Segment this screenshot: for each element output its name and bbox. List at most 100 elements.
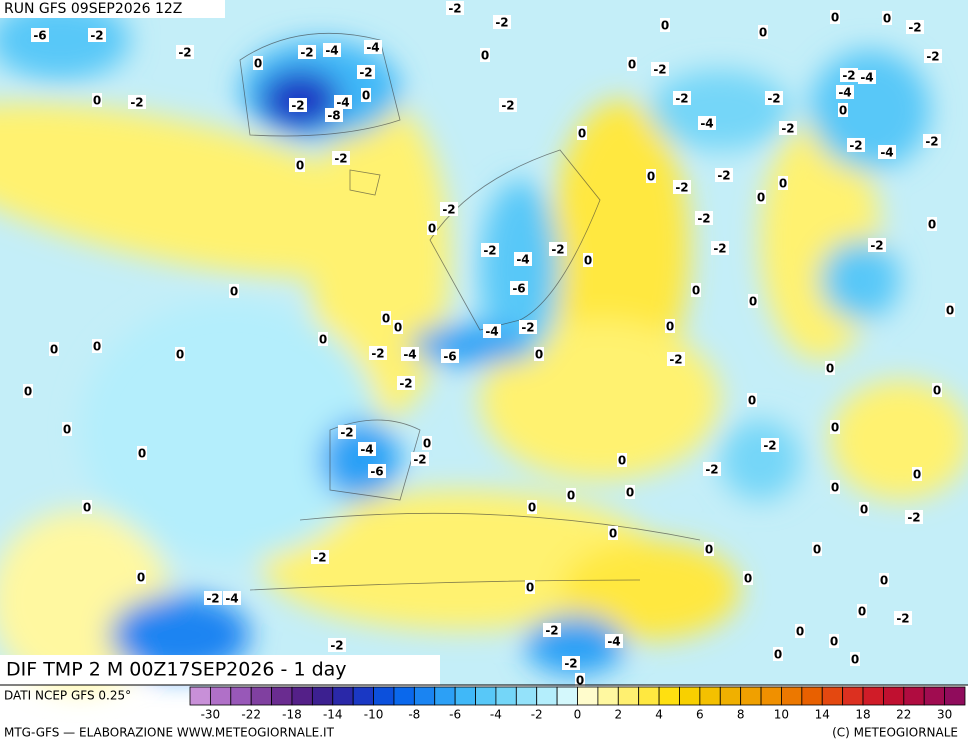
contour-label: 0 — [933, 384, 941, 398]
color-bar-tick: 22 — [896, 708, 911, 722]
label-bg — [82, 500, 92, 514]
label-bg — [422, 436, 432, 450]
contour-label: -2 — [675, 92, 688, 106]
label-bg — [253, 56, 263, 70]
run-label: RUN GFS 09SEP2026 12Z — [4, 1, 182, 17]
color-swatch — [393, 686, 415, 706]
contour-label: -6 — [33, 29, 46, 43]
label-bg — [514, 252, 532, 266]
color-bar-tick: 10 — [774, 708, 789, 722]
label-bg — [812, 542, 822, 556]
contour-label: -4 — [838, 86, 851, 100]
label-bg — [779, 121, 797, 135]
contour-label: 0 — [666, 320, 674, 334]
color-bar-tick: 4 — [655, 708, 663, 722]
contour-label: -4 — [485, 325, 498, 339]
label-bg — [651, 62, 669, 76]
label-bg — [882, 11, 892, 25]
contour-label: -2 — [442, 203, 455, 217]
contour-label: 0 — [230, 285, 238, 299]
label-bg — [859, 502, 869, 516]
contour-label: 0 — [526, 581, 534, 595]
contour-label: -2 — [675, 181, 688, 195]
label-bg — [338, 425, 356, 439]
contour-label: 0 — [362, 89, 370, 103]
contour-label: -2 — [501, 99, 514, 113]
label-bg — [92, 339, 102, 353]
color-swatch — [597, 686, 619, 706]
label-bg — [358, 442, 376, 456]
label-bg — [427, 221, 437, 235]
contour-label: 0 — [626, 486, 634, 500]
color-swatch — [189, 686, 211, 706]
contour-label: 0 — [93, 340, 101, 354]
footer-left: MTG-GFS — ELABORAZIONE WWW.METEOGIORNALE… — [4, 726, 335, 740]
contour-label: -4 — [325, 44, 338, 58]
color-swatch — [311, 686, 334, 706]
label-bg — [289, 98, 307, 112]
contour-label: -2 — [178, 46, 191, 60]
contour-label: 0 — [528, 501, 536, 515]
contour-label: -2 — [849, 139, 862, 153]
contour-label: 0 — [394, 321, 402, 335]
label-bg — [92, 93, 102, 107]
color-swatch — [617, 686, 640, 706]
contour-label: 0 — [705, 543, 713, 557]
map-title: DIF TMP 2 M 00Z17SEP2026 - 1 day — [6, 659, 347, 681]
label-bg — [411, 452, 429, 466]
color-bar-tick: -10 — [364, 708, 384, 722]
label-bg — [361, 88, 371, 102]
label-bg — [175, 347, 185, 361]
label-bg — [673, 91, 691, 105]
contour-label: 0 — [609, 527, 617, 541]
contour-label: -2 — [669, 353, 682, 367]
contour-label: -2 — [870, 239, 883, 253]
contour-label: -4 — [860, 71, 873, 85]
contour-label: -2 — [206, 592, 219, 606]
color-swatch — [577, 686, 599, 706]
contour-label: 0 — [50, 343, 58, 357]
contour-label: 0 — [423, 437, 431, 451]
contour-label: 0 — [826, 362, 834, 376]
color-bar-tick: -18 — [282, 708, 302, 722]
contour-label: 0 — [535, 348, 543, 362]
label-bg — [562, 656, 580, 670]
contour-label: 0 — [481, 49, 489, 63]
contour-label: 0 — [382, 312, 390, 326]
color-swatch — [352, 686, 374, 706]
contour-label: -2 — [896, 612, 909, 626]
label-bg — [401, 347, 419, 361]
contour-label: -4 — [516, 253, 529, 267]
color-swatch — [536, 686, 558, 706]
color-bar-tick: -2 — [531, 708, 543, 722]
label-bg — [761, 438, 779, 452]
label-bg — [927, 217, 937, 231]
contour-label: -2 — [340, 426, 353, 440]
color-bar: -30 -22 -18 -14 -10 -8 -6 -4 -2 0 2 4 6 8 10 14 18 22 30 — [189, 686, 966, 722]
contour-label: -2 — [399, 377, 412, 391]
footer-right: (C) METEOGIORNALE — [832, 726, 958, 740]
label-bg — [137, 446, 147, 460]
label-bg — [778, 176, 788, 190]
label-bg — [858, 70, 876, 84]
color-bar-tick: 6 — [696, 708, 704, 722]
label-bg — [440, 202, 458, 216]
label-bg — [549, 242, 567, 256]
contour-label: -2 — [551, 243, 564, 257]
contour-label: 0 — [928, 218, 936, 232]
color-bar-tick: -22 — [241, 708, 261, 722]
color-bar-tick: -4 — [490, 708, 502, 722]
color-swatch — [781, 686, 803, 706]
contour-label: 0 — [63, 423, 71, 437]
color-bar-tick: -6 — [449, 708, 461, 722]
label-bg — [646, 169, 656, 183]
color-swatch — [740, 686, 762, 706]
color-bar-tick: -30 — [201, 708, 221, 722]
color-swatch — [250, 686, 272, 706]
color-swatch — [842, 686, 864, 706]
label-bg — [325, 108, 343, 122]
contour-label: -4 — [360, 443, 373, 457]
contour-label: 0 — [860, 503, 868, 517]
contour-label: -2 — [483, 244, 496, 258]
contour-label: 0 — [692, 284, 700, 298]
